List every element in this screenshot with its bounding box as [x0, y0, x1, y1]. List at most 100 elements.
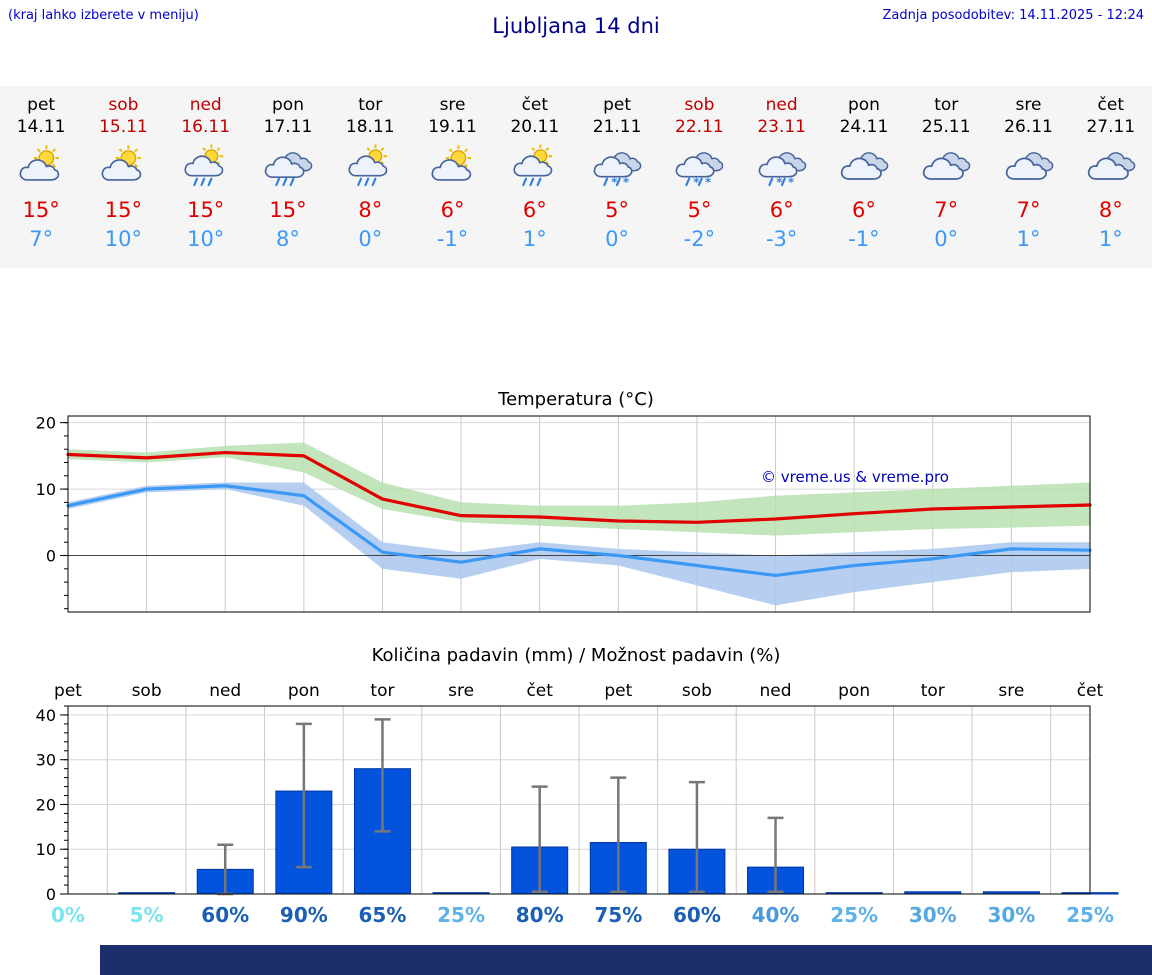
svg-text:65%: 65% — [359, 903, 407, 927]
svg-text:30: 30 — [36, 751, 56, 770]
svg-text:0: 0 — [46, 547, 56, 566]
temperature-chart-title: Temperatura (°C) — [498, 389, 654, 410]
cloud-icon — [923, 152, 971, 180]
temp-uncertainty-bands — [68, 442, 1090, 606]
temp-min: -2° — [683, 227, 716, 251]
svg-text:60%: 60% — [201, 903, 249, 927]
precipitation-chart: pet sob ned pon tor sre čet pet sob ned pon tor sre č… — [36, 681, 1119, 927]
day-icon: * * — [741, 144, 823, 192]
precip-day-labels: pet sob ned pon tor sre čet pet sob ned pon tor sre č… — [54, 681, 1104, 701]
temp-min: -1° — [436, 227, 469, 251]
precip-probability-labels: 0% 5% 60% 90% 65% 25% 80% 75% 60% 40% 25% 30% 30% 25% — [51, 903, 1114, 927]
temp-min: 7° — [29, 227, 54, 251]
svg-text:tor: tor — [921, 681, 945, 701]
svg-text:*: * — [776, 175, 782, 189]
forecast-day: pet 14.11 15° 7° — [0, 86, 82, 268]
day-date: 18.11 — [345, 117, 395, 137]
svg-text:0: 0 — [46, 885, 56, 904]
svg-text:80%: 80% — [516, 903, 564, 927]
forecast-strip: pet 14.11 15° 7° sob 15.11 15° 10° ned 16.11 15° 10… — [0, 86, 1152, 268]
temp-max: 15° — [269, 198, 307, 222]
svg-text:sre: sre — [998, 681, 1024, 701]
temp-max: 15° — [22, 198, 60, 222]
svg-text:sob: sob — [132, 681, 162, 701]
precipitation-whiskers — [217, 718, 784, 896]
day-name: ned — [765, 95, 798, 115]
svg-text:čet: čet — [1077, 681, 1104, 701]
svg-text:sre: sre — [448, 681, 474, 701]
day-icon — [411, 144, 493, 192]
temp-min: -3° — [765, 227, 798, 251]
cloud-rain-icon — [264, 152, 313, 187]
cloud-icon — [1005, 152, 1053, 180]
precip-gridlines — [68, 706, 1090, 894]
forecast-day: čet 20.11 6° 1° — [494, 86, 576, 268]
footer-bar — [100, 945, 1152, 975]
day-icon — [987, 144, 1069, 192]
svg-text:*: * — [611, 175, 617, 189]
cloud-sleet-icon: * * — [593, 152, 642, 189]
svg-text:20: 20 — [36, 795, 56, 814]
forecast-day: pon 17.11 15° 8° — [247, 86, 329, 268]
precip-y-axis: 0 10 20 30 40 — [36, 705, 68, 904]
cloud-icon — [1087, 152, 1136, 180]
temp-max: 8° — [358, 198, 383, 222]
svg-text:pon: pon — [288, 681, 320, 701]
day-icon — [0, 144, 82, 192]
forecast-day: sob 15.11 15° 10° — [82, 86, 164, 268]
svg-text:90%: 90% — [280, 903, 328, 927]
temp-min: 10° — [187, 227, 225, 251]
sun-cloud-rain-icon — [184, 144, 223, 187]
day-name: pet — [27, 95, 56, 115]
day-name: sob — [108, 95, 139, 115]
day-date: 26.11 — [1004, 117, 1053, 137]
svg-text:*: * — [788, 175, 794, 189]
day-date: 17.11 — [263, 117, 313, 137]
svg-text:20: 20 — [36, 414, 56, 433]
page-title: Ljubljana 14 dni — [492, 14, 660, 38]
forecast-day: pet 21.11 * * 5° 0° — [576, 86, 658, 268]
cloud-sleet-icon: * * — [676, 152, 724, 189]
day-date: 19.11 — [428, 117, 477, 137]
temp-max: 6° — [440, 198, 465, 222]
svg-text:*: * — [623, 175, 629, 189]
svg-text:75%: 75% — [594, 903, 642, 927]
forecast-day: ned 23.11 * * 6° -3° — [741, 86, 823, 268]
day-name: sob — [684, 95, 715, 115]
forecast-day: sre 19.11 6° -1° — [411, 86, 493, 268]
forecast-day: tor 18.11 8° 0° — [329, 86, 411, 268]
day-icon — [905, 144, 987, 192]
day-name: tor — [934, 95, 959, 115]
day-name: pon — [847, 95, 880, 115]
sun-cloud-rain-icon — [513, 144, 553, 187]
day-icon — [1070, 144, 1152, 192]
svg-text:pon: pon — [838, 681, 870, 701]
forecast-day: pon 24.11 6° -1° — [823, 86, 905, 268]
cloud-icon — [840, 152, 889, 180]
day-name: čet — [1097, 95, 1125, 115]
forecast-day: čet 27.11 8° 1° — [1070, 86, 1152, 268]
svg-text:10: 10 — [36, 840, 56, 859]
day-date: 21.11 — [592, 117, 642, 137]
day-date: 23.11 — [757, 117, 806, 137]
cloud-sleet-icon: * * — [758, 152, 806, 189]
day-icon — [165, 144, 247, 192]
temp-min: 10° — [104, 227, 143, 251]
svg-text:40%: 40% — [752, 903, 800, 927]
last-update-timestamp: Zadnja posodobitev: 14.11.2025 - 12:24 — [882, 8, 1144, 23]
forecast-day: sob 22.11 * * 5° -2° — [658, 86, 740, 268]
temp-min: -1° — [848, 227, 880, 251]
day-name: pon — [272, 95, 304, 115]
day-icon: * * — [658, 144, 740, 192]
temp-min: 8° — [276, 227, 300, 251]
temp-max: 7° — [934, 198, 959, 222]
svg-text:pet: pet — [604, 681, 632, 701]
menu-hint-note: (kraj lahko izberete v meniju) — [8, 8, 199, 23]
temperature-chart: © vreme.us & vreme.pro 0 10 20 — [36, 414, 1092, 613]
day-name: tor — [358, 95, 383, 115]
temp-y-axis: 0 10 20 — [36, 414, 68, 610]
temp-max: 7° — [1016, 198, 1041, 222]
svg-text:25%: 25% — [437, 903, 485, 927]
temp-min: 1° — [1098, 227, 1123, 251]
day-date: 24.11 — [839, 117, 889, 137]
